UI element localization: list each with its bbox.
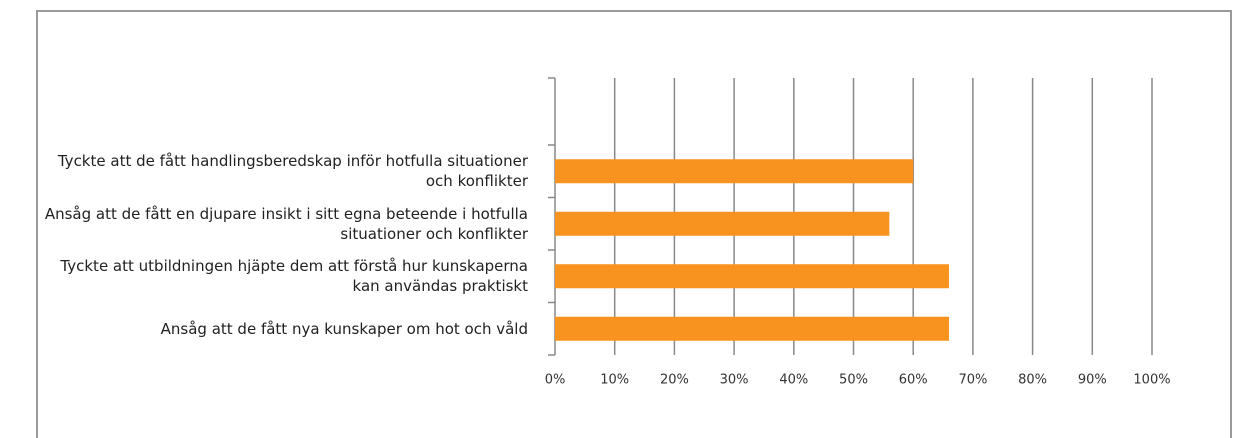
x-tick-label: 40% bbox=[779, 373, 808, 388]
y-tick-label: Ansåg att de fått nya kunskaper om hot o… bbox=[160, 319, 528, 338]
x-tick-label: 60% bbox=[899, 373, 928, 388]
bar bbox=[555, 316, 950, 341]
x-tick-label: 50% bbox=[839, 373, 868, 388]
frame bbox=[36, 10, 1232, 438]
x-tick-label: 30% bbox=[720, 373, 749, 388]
y-tick-label: Tyckte att de fått handlingsberedskap in… bbox=[57, 152, 528, 191]
bar bbox=[555, 264, 950, 289]
y-tick-label: Ansåg att de fått en djupare insikt i si… bbox=[44, 204, 528, 243]
bar bbox=[555, 211, 890, 236]
bar bbox=[555, 159, 914, 184]
x-tick-label: 20% bbox=[660, 373, 689, 388]
x-tick-label: 100% bbox=[1133, 373, 1170, 388]
x-tick-label: 0% bbox=[545, 373, 566, 388]
x-tick-label: 10% bbox=[600, 373, 629, 388]
x-tick-label: 80% bbox=[1018, 373, 1047, 388]
x-tick-label: 70% bbox=[958, 373, 987, 388]
y-tick-label: Tyckte att utbildningen hjäpte dem att f… bbox=[60, 257, 528, 296]
x-tick-label: 90% bbox=[1078, 373, 1107, 388]
